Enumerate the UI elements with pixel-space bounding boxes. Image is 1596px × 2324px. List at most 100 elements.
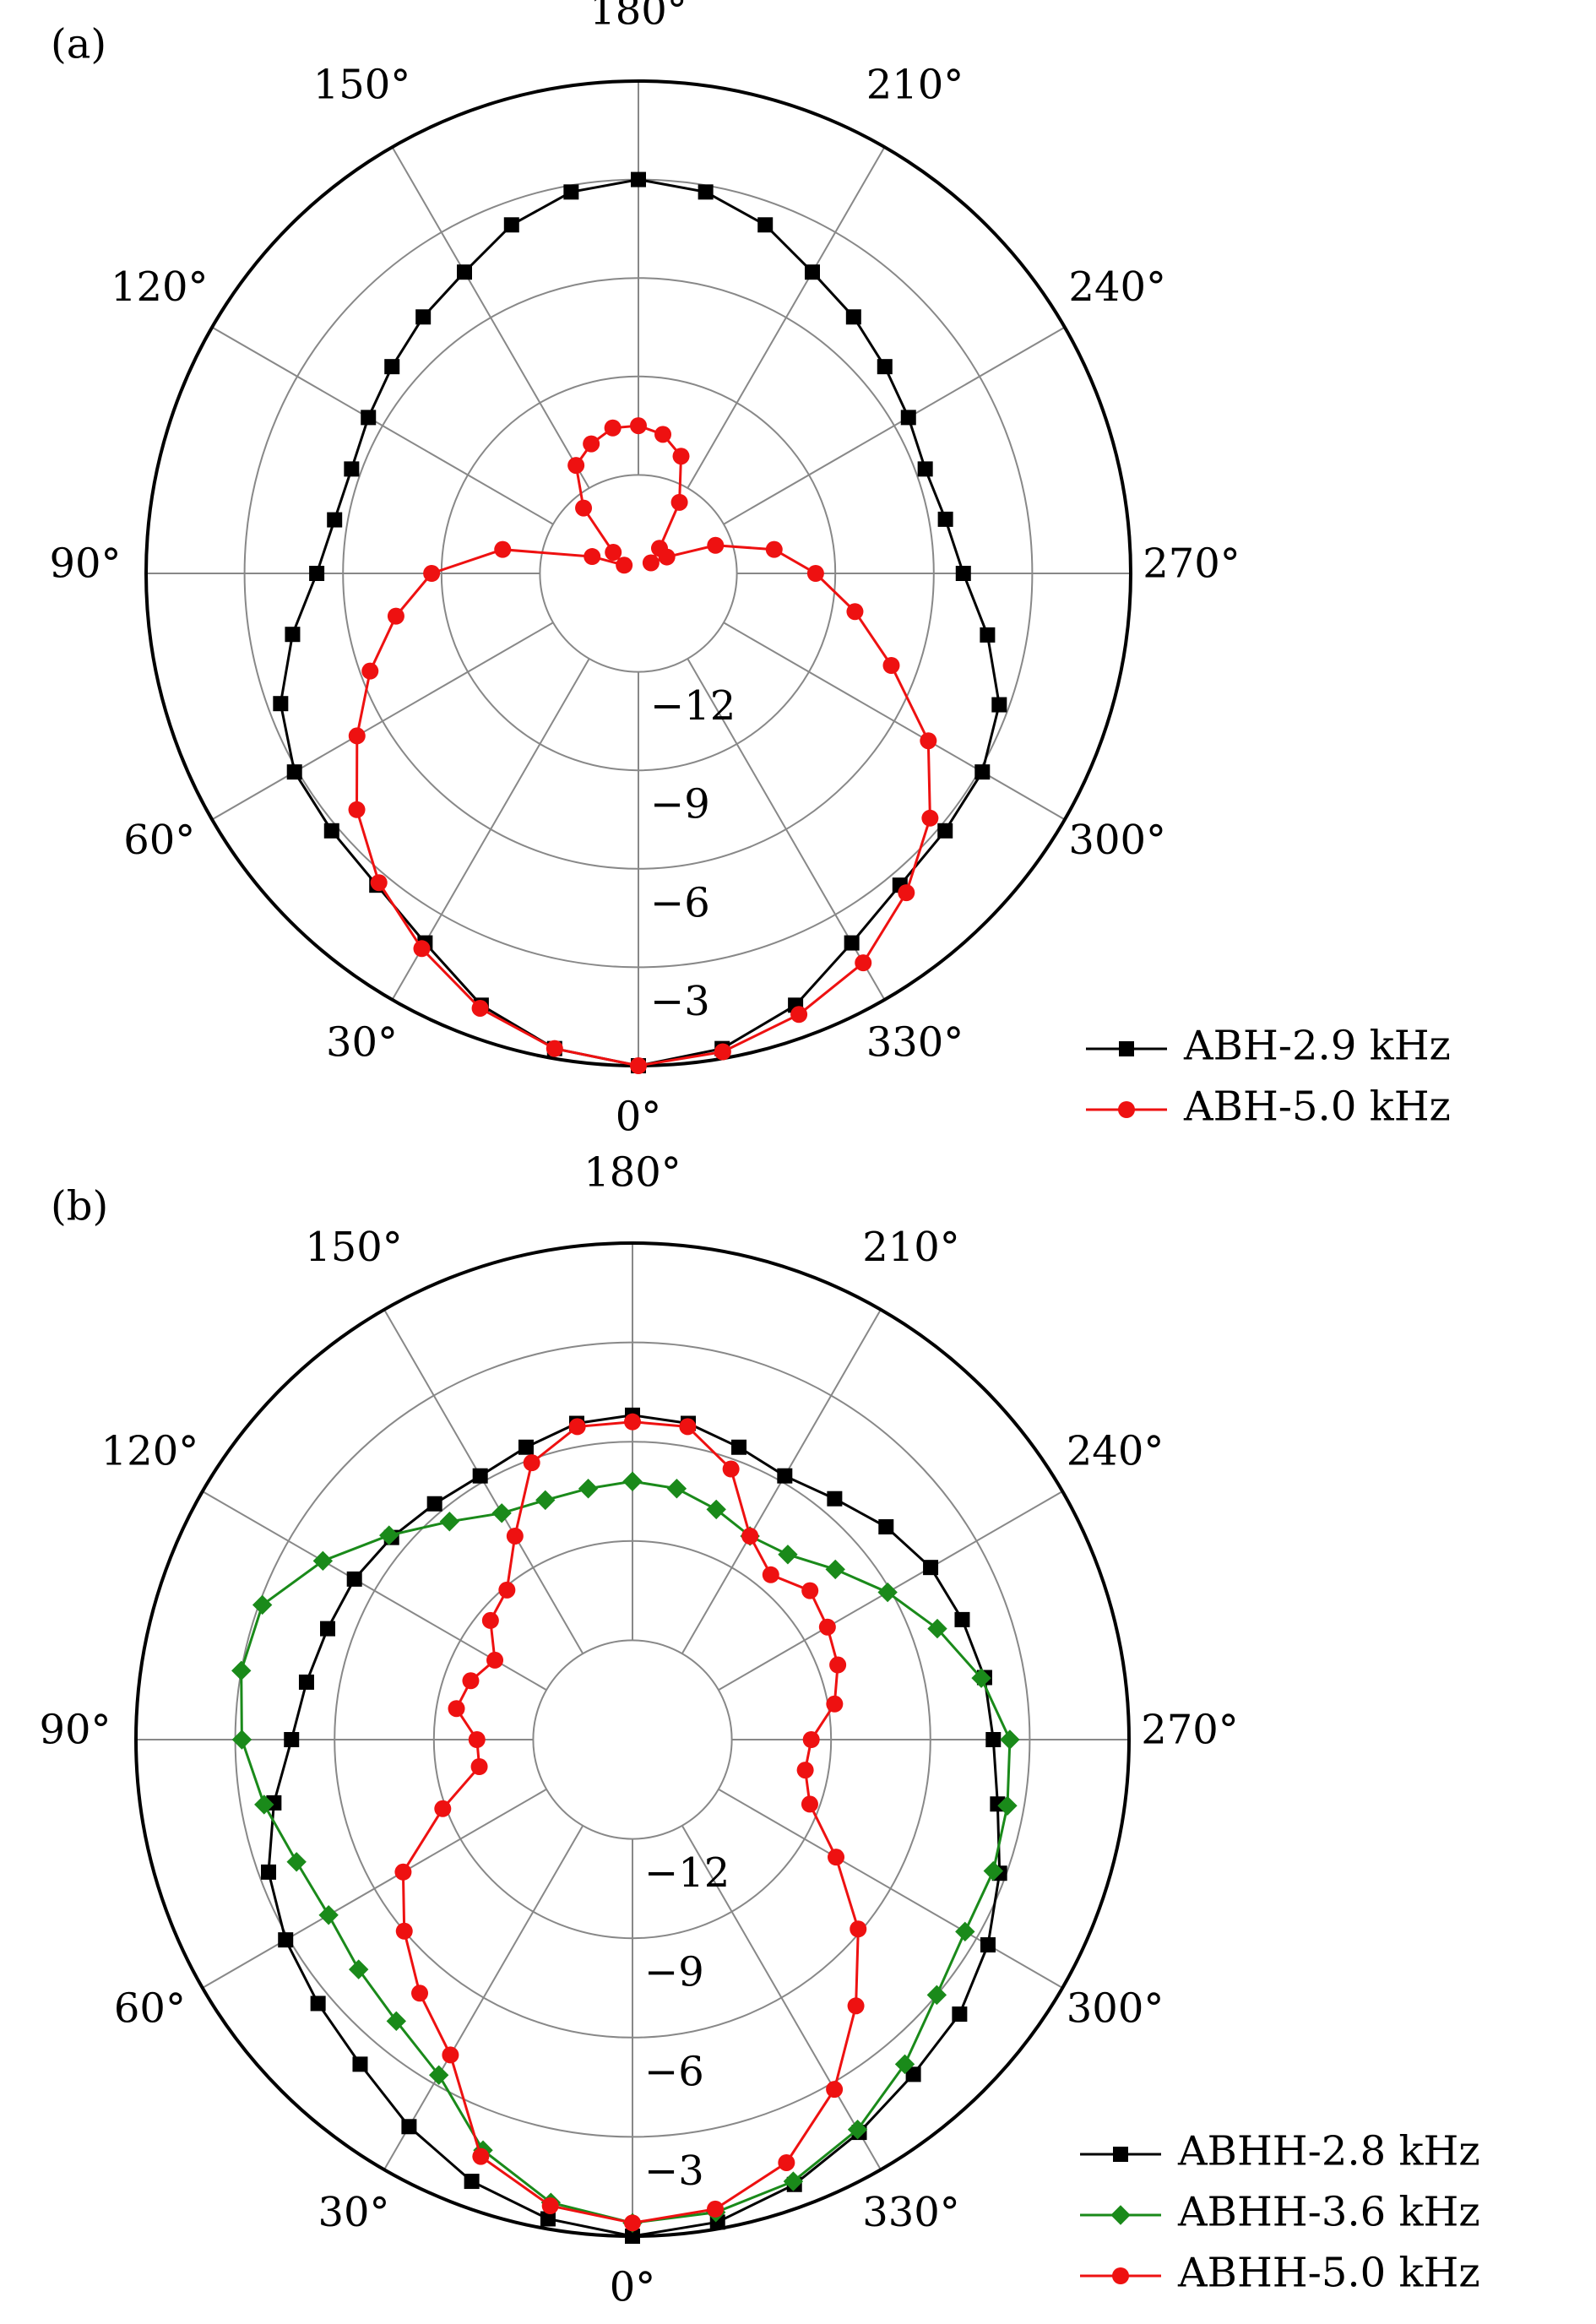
marker — [630, 417, 647, 435]
marker — [777, 1468, 793, 1484]
marker — [778, 1545, 798, 1565]
marker — [731, 1439, 747, 1455]
marker — [261, 1864, 277, 1880]
marker — [923, 1560, 939, 1576]
grid-spoke — [723, 622, 1066, 821]
grid-spoke — [211, 326, 554, 525]
marker — [672, 448, 690, 465]
marker — [955, 1921, 975, 1942]
theta-tick-label: 270° — [1143, 540, 1240, 588]
marker — [273, 696, 289, 712]
marker — [714, 1043, 731, 1061]
marker — [348, 727, 366, 745]
marker — [298, 1674, 314, 1690]
marker — [535, 1490, 556, 1511]
marker — [434, 1800, 452, 1817]
marker — [361, 410, 377, 426]
marker — [348, 1959, 369, 1979]
marker — [658, 548, 676, 566]
marker — [955, 566, 971, 581]
marker — [845, 309, 861, 325]
marker — [481, 1611, 499, 1629]
marker — [801, 1795, 818, 1813]
marker — [546, 1040, 563, 1057]
theta-tick-label: 60° — [123, 817, 195, 864]
marker — [624, 2214, 641, 2232]
legend-label: ABHH-5.0 kHz — [1177, 2250, 1480, 2297]
marker — [344, 461, 360, 477]
theta-tick-label: 330° — [862, 2189, 960, 2236]
theta-tick-label: 300° — [1068, 817, 1166, 864]
marker — [616, 557, 633, 574]
marker — [894, 2054, 915, 2075]
theta-tick-label: 120° — [101, 1428, 199, 1475]
marker — [847, 2119, 868, 2140]
marker — [920, 732, 937, 750]
marker — [231, 1729, 252, 1750]
marker — [468, 1731, 486, 1748]
marker — [386, 2011, 407, 2032]
marker — [472, 2148, 490, 2165]
marker — [654, 426, 672, 443]
marker — [722, 1460, 740, 1478]
theta-tick-label: 180° — [589, 0, 687, 35]
marker — [997, 1795, 1018, 1816]
marker — [464, 2174, 480, 2190]
marker — [927, 1618, 947, 1639]
marker — [1113, 2147, 1128, 2162]
r-tick-label: −6 — [644, 2048, 704, 2095]
marker — [765, 540, 783, 558]
marker — [415, 309, 432, 325]
marker — [604, 419, 622, 437]
grid-spoke — [723, 326, 1066, 525]
marker — [361, 662, 379, 680]
theta-tick-label: 0° — [610, 2264, 656, 2311]
marker — [231, 1660, 252, 1681]
marker — [762, 1566, 779, 1583]
series-line — [355, 424, 931, 1067]
theta-tick-label: 150° — [313, 61, 411, 108]
marker — [370, 874, 388, 892]
marker — [707, 2200, 725, 2218]
marker — [1119, 1041, 1134, 1056]
marker — [309, 566, 325, 581]
marker — [540, 2211, 556, 2227]
marker — [905, 2066, 921, 2082]
marker — [583, 435, 600, 453]
marker — [783, 2171, 804, 2191]
marker — [937, 823, 953, 839]
r-tick-label: −12 — [650, 682, 736, 730]
marker — [877, 359, 893, 375]
theta-tick-label: 120° — [111, 263, 209, 311]
theta-tick-label: 90° — [49, 540, 121, 588]
marker — [850, 1920, 867, 1938]
theta-tick-label: 270° — [1141, 1707, 1239, 1754]
marker — [286, 1852, 307, 1872]
marker — [778, 2153, 795, 2171]
marker — [1112, 2267, 1129, 2284]
marker — [631, 171, 646, 187]
marker — [491, 1503, 512, 1523]
marker — [503, 217, 519, 233]
marker — [826, 2081, 844, 2099]
marker — [462, 1672, 480, 1690]
marker — [877, 1582, 898, 1603]
marker — [828, 1849, 845, 1866]
marker — [471, 999, 489, 1017]
panel-label: (b) — [51, 1183, 108, 1230]
r-tick-label: −9 — [644, 1949, 704, 1996]
grid-spoke — [718, 1788, 1063, 1989]
marker — [882, 657, 900, 675]
marker — [584, 548, 601, 566]
marker — [855, 954, 872, 972]
marker — [442, 2046, 459, 2064]
marker — [983, 1860, 1003, 1881]
marker — [790, 1006, 808, 1024]
marker — [575, 499, 593, 517]
marker — [428, 2065, 449, 2085]
theta-tick-label: 30° — [318, 2189, 389, 2236]
series-line — [279, 178, 1001, 1067]
legend-label: ABH-5.0 kHz — [1183, 1083, 1451, 1131]
marker — [818, 1618, 836, 1636]
r-tick-label: −12 — [644, 1849, 730, 1897]
